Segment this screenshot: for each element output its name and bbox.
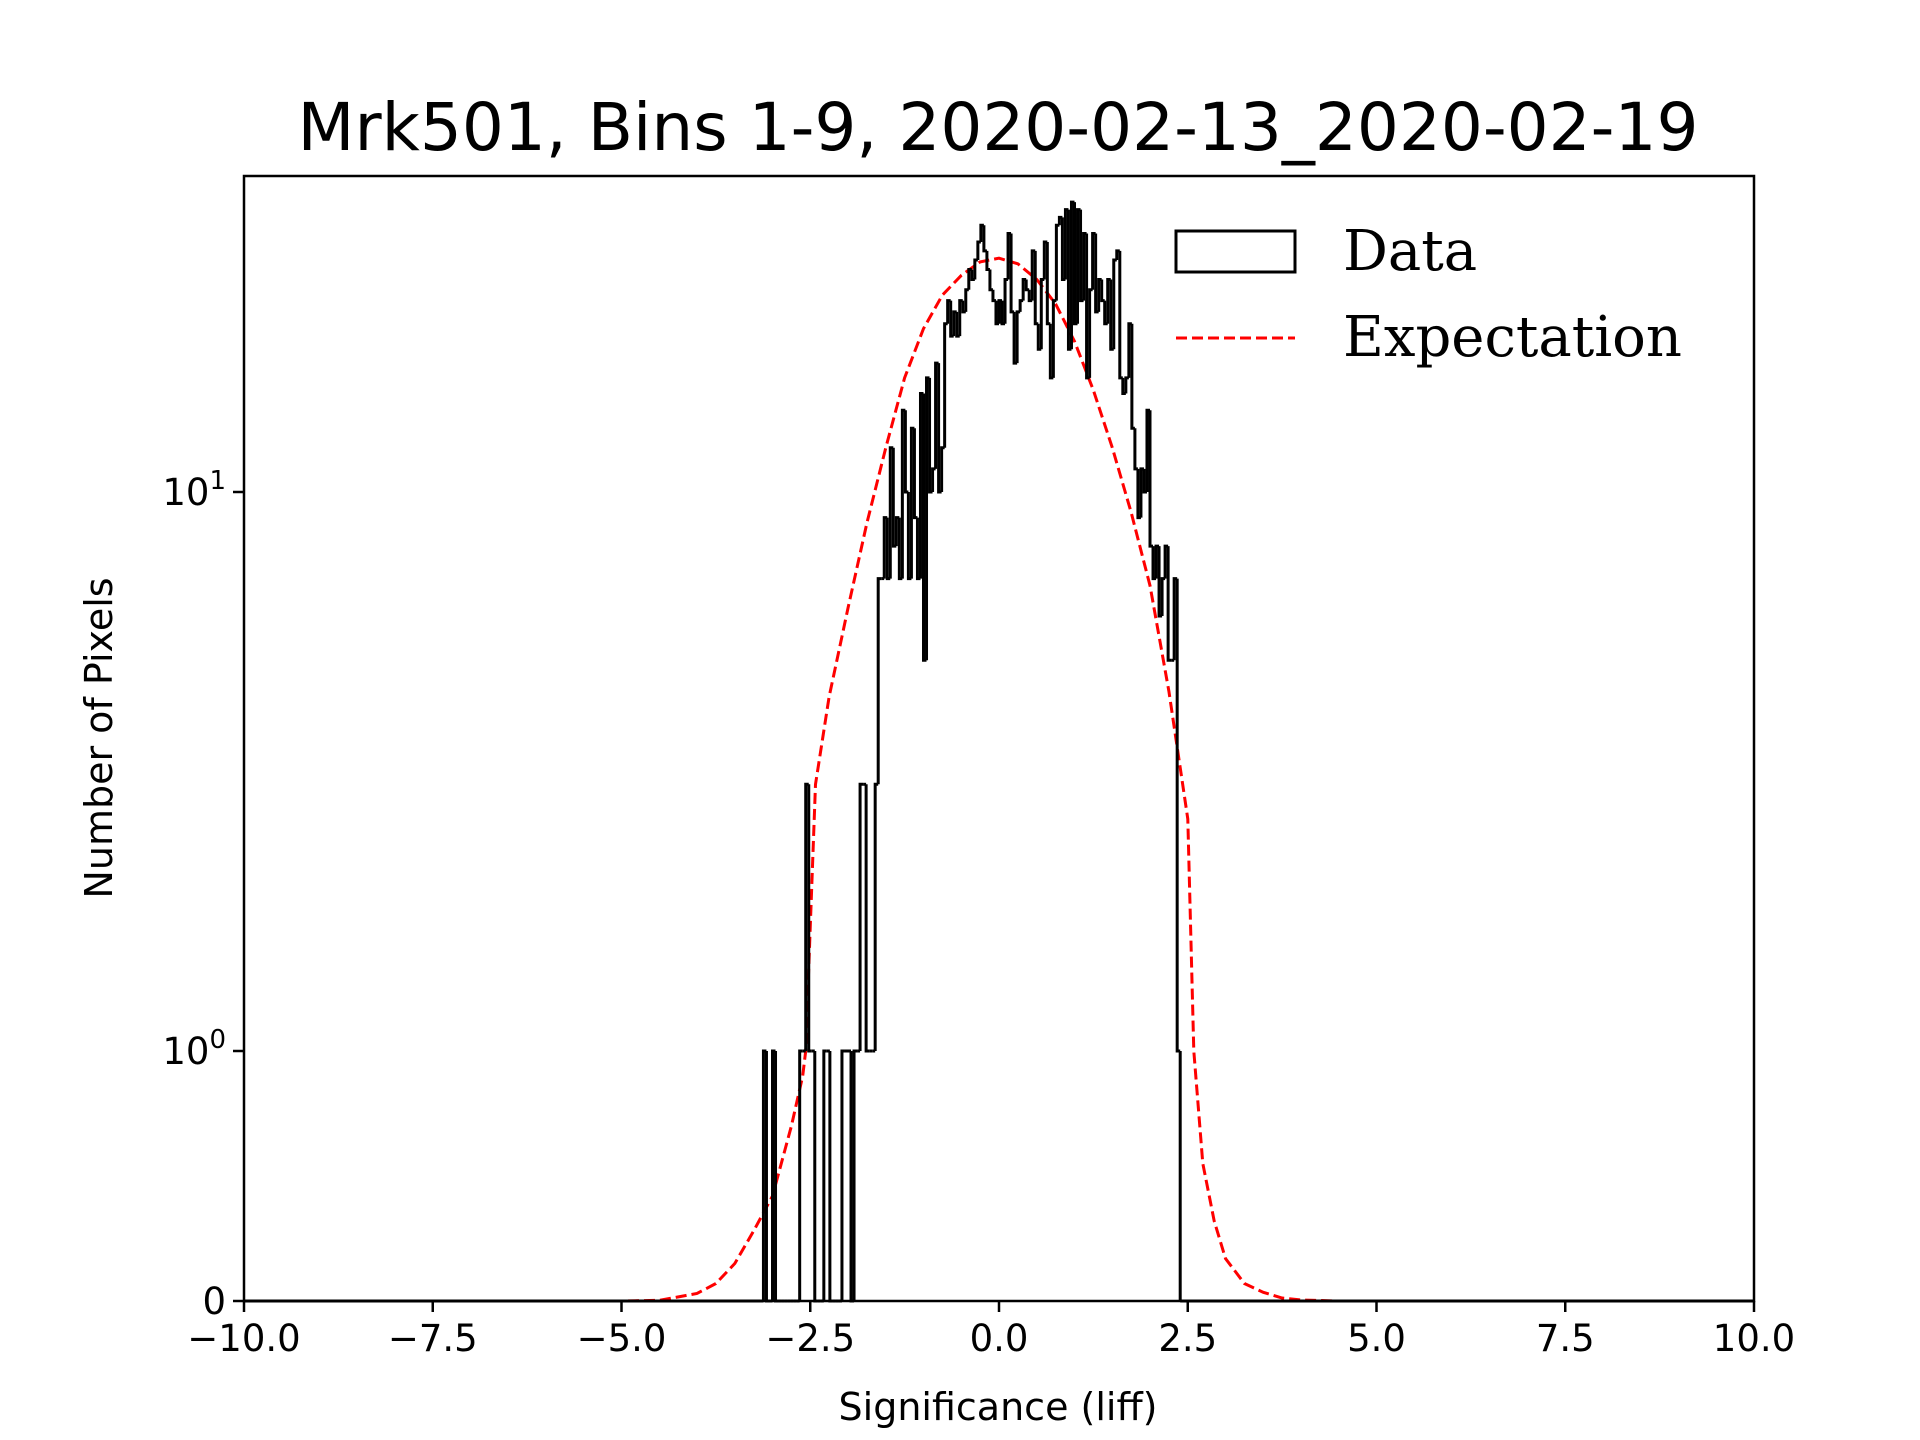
histogram-bin bbox=[858, 782, 864, 1051]
x-tick-label: −7.5 bbox=[388, 1317, 478, 1360]
x-axis: −10.0 −7.5 −5.0 −2.5 0.0 2.5 5.0 7.5 10.0 bbox=[187, 1301, 1795, 1360]
legend-data-swatch bbox=[1174, 229, 1297, 274]
histogram-bin bbox=[864, 784, 870, 1053]
x-tick-label: −2.5 bbox=[765, 1317, 855, 1360]
x-tick-label: 7.5 bbox=[1536, 1317, 1595, 1360]
y-tick-exponent: 0 bbox=[209, 1025, 226, 1055]
histogram-bin bbox=[807, 784, 812, 1053]
x-tick-label: 5.0 bbox=[1347, 1317, 1406, 1360]
y-tick-label: 101 bbox=[162, 466, 226, 514]
histogram-bin bbox=[798, 1049, 803, 1301]
axes-frame bbox=[242, 174, 1756, 1303]
histogram-bin bbox=[1166, 546, 1172, 662]
x-axis-label: Significance (liff) bbox=[839, 1385, 1158, 1429]
histogram-bin bbox=[822, 1049, 827, 1301]
x-tick-label: −5.0 bbox=[577, 1317, 667, 1360]
y-tick-label: 0 bbox=[202, 1280, 226, 1323]
y-tick-base: 10 bbox=[162, 1030, 209, 1073]
histogram-bin bbox=[852, 1049, 858, 1301]
histogram-bin bbox=[840, 1049, 845, 1301]
legend-data-label: Data bbox=[1343, 219, 1477, 284]
y-axis-label: Number of Pixels bbox=[77, 577, 121, 898]
legend: Data Expectation bbox=[1174, 219, 1682, 370]
x-tick-label: 2.5 bbox=[1158, 1317, 1217, 1360]
y-tick-base: 0 bbox=[202, 1280, 226, 1323]
legend-expectation-label: Expectation bbox=[1343, 305, 1682, 370]
x-tick-label: 10.0 bbox=[1713, 1317, 1795, 1360]
y-tick-exponent: 1 bbox=[209, 466, 226, 496]
y-tick-label: 100 bbox=[162, 1025, 226, 1073]
histogram-bin bbox=[876, 577, 882, 785]
x-tick-label: −10.0 bbox=[187, 1317, 300, 1360]
y-tick-base: 10 bbox=[162, 471, 209, 514]
x-tick-label: 0.0 bbox=[970, 1317, 1029, 1360]
chart-title: Mrk501, Bins 1-9, 2020-02-13_2020-02-19 bbox=[298, 89, 1699, 166]
